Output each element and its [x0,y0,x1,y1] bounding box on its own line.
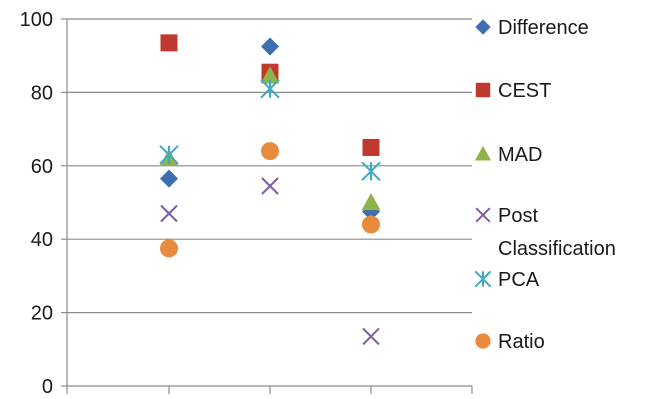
point-difference [261,37,279,56]
point-pca [361,161,381,182]
y-tick-label: 0 [42,376,53,398]
y-axis-ticks: 0 20 40 60 80 100 [20,9,67,398]
legend-item-difference: Difference [475,17,589,39]
legend-item-pca: PCA [474,269,540,291]
data-points [159,34,381,346]
point-post-classification [261,177,279,195]
legend-label: Difference [498,17,589,39]
legend-label: MAD [498,144,542,166]
point-ratio [261,142,279,161]
y-tick-label: 60 [31,156,53,178]
legend-item-mad: MAD [474,144,542,166]
legend-label: Classification [498,238,616,260]
legend-item-ratio: Ratio [475,331,545,353]
legend-marker-ratio [475,333,491,349]
point-post-classification [160,204,178,223]
legend-marker-cest [475,82,491,98]
gridlines [67,18,472,314]
point-difference [160,169,178,188]
legend-marker-post-classification [475,207,491,223]
legend-item-cest: CEST [475,80,551,102]
point-cest [362,138,380,156]
axes [66,19,473,394]
legend-marker-pca [474,270,492,288]
y-tick-label: 40 [31,229,53,251]
legend-label: PCA [498,269,540,291]
point-pca [159,145,179,165]
y-tick-label: 100 [20,9,53,31]
legend-marker-difference [475,19,491,35]
point-cest [160,34,178,52]
legend-label: Post [498,205,538,227]
y-tick-label: 80 [31,82,53,104]
point-mad [361,193,381,211]
point-post-classification [362,327,380,346]
legend-label: Ratio [498,331,545,353]
point-ratio [160,239,178,258]
point-ratio [362,215,380,234]
point-mad [260,66,280,84]
legend-marker-mad [474,145,492,161]
legend-label: CEST [498,80,551,102]
legend: Difference CEST MAD Post Classification PCA Ra… [474,17,616,353]
legend-item-post-classification: Post Classification [475,205,616,260]
y-tick-label: 20 [31,303,53,325]
point-pca [260,79,280,99]
